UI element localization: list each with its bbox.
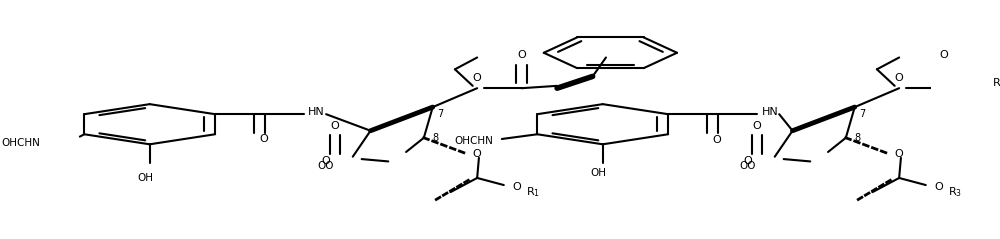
Text: OHCHN: OHCHN [1, 137, 40, 147]
Text: R$_1$: R$_1$ [526, 185, 540, 199]
Text: OH: OH [137, 173, 153, 183]
Text: O: O [895, 149, 903, 159]
Text: O: O [513, 182, 521, 192]
Text: O: O [473, 149, 481, 159]
Text: HN: HN [308, 107, 325, 117]
Text: O: O [713, 136, 721, 146]
Text: 8: 8 [433, 133, 439, 143]
Text: O: O [935, 182, 943, 192]
Text: OHCHN: OHCHN [454, 136, 493, 146]
Text: O: O [322, 157, 331, 166]
Text: O: O [753, 121, 761, 131]
Text: O: O [895, 73, 904, 83]
Text: OH: OH [590, 168, 606, 178]
Text: O: O [473, 73, 482, 83]
Text: R$_2$: R$_2$ [992, 76, 1000, 90]
Text: O: O [517, 50, 526, 60]
Text: 8: 8 [855, 133, 861, 143]
Text: O: O [744, 157, 753, 166]
Text: O: O [260, 134, 268, 144]
Text: O: O [939, 50, 948, 60]
Text: R$_3$: R$_3$ [948, 185, 962, 199]
Text: O: O [331, 121, 339, 131]
Text: HN: HN [761, 107, 778, 117]
Text: 7: 7 [859, 109, 865, 119]
Text: 7: 7 [437, 109, 443, 119]
Text: OO: OO [318, 161, 334, 171]
Text: OO: OO [740, 161, 756, 171]
